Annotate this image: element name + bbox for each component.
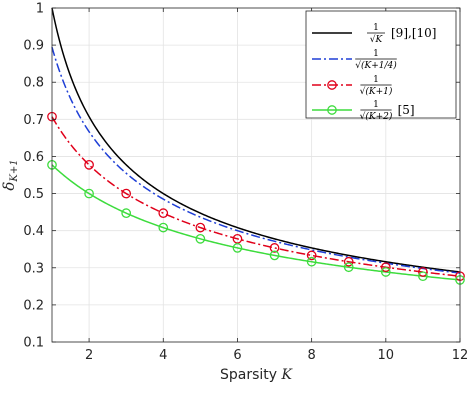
- x-tick-label: 6: [233, 348, 241, 363]
- series-line: [51, 7, 461, 273]
- data-point: [306, 256, 317, 267]
- legend-numerator: 1: [373, 100, 379, 110]
- data-point: [121, 188, 132, 199]
- x-tick-label: 2: [85, 348, 93, 363]
- legend-reference: [5]: [398, 103, 415, 117]
- y-tick-label: 0.5: [23, 187, 44, 202]
- x-tick-label: 4: [159, 348, 167, 363]
- legend-numerator: 1: [373, 49, 379, 59]
- data-point: [418, 271, 428, 282]
- data-point: [84, 188, 94, 199]
- legend: 1√K [9],[10]1√(K+1/4)1√(K+1)1√(K+2) [5]: [305, 10, 457, 122]
- data-point: [380, 267, 391, 277]
- y-tick-label: 0.2: [23, 298, 44, 313]
- legend-denominator: √(K+1): [360, 86, 393, 97]
- y-tick-label: 0.9: [23, 39, 44, 54]
- data-point: [232, 233, 243, 244]
- data-point: [158, 222, 169, 233]
- data-point: [343, 262, 354, 273]
- plot-frame: [51, 7, 461, 343]
- data-point: [232, 243, 243, 253]
- x-tick-label: 12: [452, 348, 468, 363]
- y-tick-label: 1: [36, 2, 44, 17]
- y-tick-label: 0.6: [23, 150, 44, 165]
- y-tick-label: 0.8: [23, 76, 44, 91]
- x-tick-label: 10: [378, 348, 395, 363]
- data-point: [158, 208, 169, 218]
- data-point: [418, 267, 428, 277]
- x-axis-label: Sparsity K: [220, 367, 294, 383]
- data-point: [380, 262, 391, 273]
- series-markers: [47, 111, 465, 285]
- legend-numerator: 1: [373, 75, 379, 85]
- legend-denominator: √K: [370, 34, 384, 45]
- x-tick-labels: 2 4 6 8 10 12: [85, 348, 468, 363]
- data-point: [269, 243, 280, 253]
- legend-denominator: √(K+1/4): [355, 60, 397, 71]
- series-line: [51, 46, 461, 274]
- y-axis-label: δK+1: [0, 159, 20, 190]
- legend-denominator: √(K+2): [360, 111, 393, 122]
- legend-marker: [327, 80, 337, 90]
- y-tick-labels: 0.1 0.2 0.3 0.4 0.5 0.6 0.7 0.8 0.9 1: [23, 2, 44, 351]
- data-point: [121, 208, 132, 218]
- series-line: [51, 164, 461, 281]
- data-point: [195, 222, 206, 233]
- y-tick-label: 0.4: [23, 224, 44, 239]
- data-point: [343, 256, 354, 267]
- y-tick-label: 0.7: [23, 113, 44, 128]
- data-point: [306, 250, 317, 261]
- series-lines: [51, 7, 461, 281]
- y-tick-label: 0.3: [23, 261, 44, 276]
- data-point: [84, 160, 94, 170]
- legend-marker: [327, 105, 337, 115]
- legend-reference: [9],[10]: [391, 26, 436, 40]
- legend-box: [305, 10, 457, 119]
- data-point: [269, 250, 280, 261]
- y-tick-label: 0.1: [23, 336, 44, 351]
- data-point: [195, 233, 206, 244]
- x-tick-label: 8: [307, 348, 315, 363]
- legend-numerator: 1: [373, 23, 379, 33]
